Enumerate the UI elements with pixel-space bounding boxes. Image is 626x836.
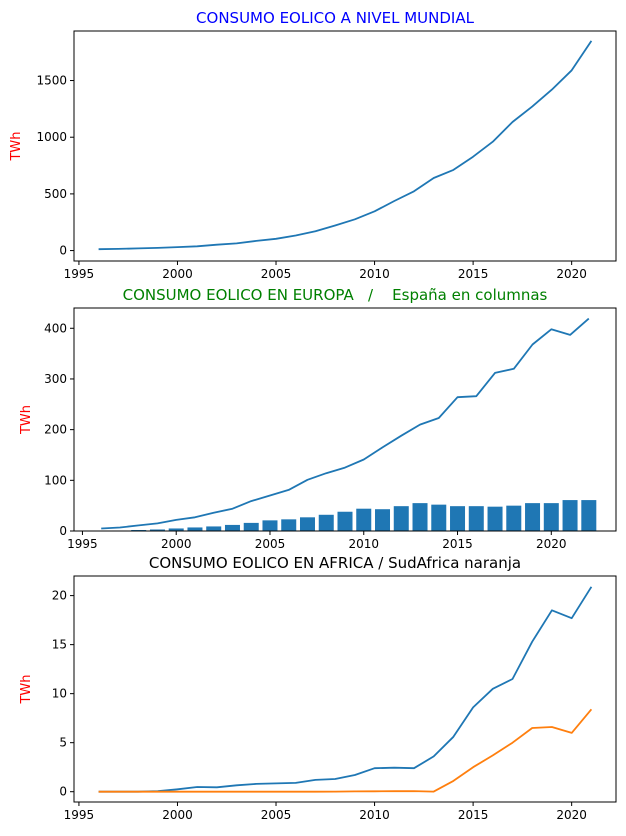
y-tick-label: 0: [59, 785, 67, 799]
bar: [224, 524, 240, 531]
y-tick-label: 0: [59, 524, 67, 538]
y-tick-label: 300: [44, 372, 67, 386]
bar: [243, 522, 259, 531]
y-tick-label: 1000: [36, 130, 67, 144]
x-tick-label: 2005: [261, 808, 292, 822]
y-tick-label: 400: [44, 321, 67, 335]
series-line-2: [101, 317, 590, 530]
bar: [281, 519, 297, 531]
axes-frame: [73, 307, 617, 532]
x-tick-label: 2010: [359, 267, 390, 281]
bar: [431, 504, 447, 531]
bar: [318, 514, 334, 531]
x-tick-label: 1995: [67, 537, 98, 551]
bar: [581, 500, 597, 531]
bar: [299, 517, 315, 531]
bar: [562, 500, 578, 531]
bar: [412, 503, 428, 531]
x-tick-label: 2005: [255, 537, 286, 551]
y-tick-label: 10: [52, 687, 67, 701]
chart-title: CONSUMO EOLICO A NIVEL MUNDIAL: [196, 9, 475, 27]
y-tick-label: 200: [44, 423, 67, 437]
x-tick-label: 2015: [458, 267, 489, 281]
x-tick-label: 2015: [442, 537, 473, 551]
y-tick-label: 1500: [36, 74, 67, 88]
bar: [262, 520, 278, 531]
axes-frame: [73, 575, 617, 803]
series-line-2: [98, 708, 593, 793]
subplot-2: 1995 2000 2005 2010 2015 2020 0 100 200 300 400 CON…: [19, 286, 617, 551]
y-tick-label: 20: [52, 589, 67, 603]
x-tick-label: 2020: [556, 267, 587, 281]
y-axis-label: TWh: [9, 131, 24, 161]
bar: [337, 511, 353, 531]
bar: [187, 527, 203, 531]
x-tick-label: 2020: [556, 808, 587, 822]
bar: [375, 509, 391, 531]
chart-title: CONSUMO EOLICO EN AFRICA / SudAfrica nar…: [149, 554, 521, 572]
y-axis-label: TWh: [19, 674, 34, 704]
y-tick-label: 5: [59, 736, 67, 750]
y-tick-label: 500: [44, 187, 67, 201]
bar: [149, 529, 165, 531]
y-axis-label: TWh: [19, 405, 34, 435]
series-line-1: [98, 40, 593, 251]
x-tick-label: 2010: [359, 808, 390, 822]
bar: [525, 503, 541, 531]
subplot-1: 1995 2000 2005 2010 2015 2020 0 500 1000 1500 CONS…: [9, 9, 617, 281]
bar: [356, 508, 372, 531]
y-tick-label: 0: [59, 244, 67, 258]
bar: [131, 529, 147, 531]
bar: [468, 506, 484, 531]
x-tick-label: 2000: [161, 537, 192, 551]
axes-frame: [73, 30, 617, 262]
y-tick-label: 15: [52, 638, 67, 652]
bar: [168, 528, 184, 531]
x-tick-label: 2000: [162, 267, 193, 281]
bar: [450, 506, 466, 531]
x-tick-label: 2015: [458, 808, 489, 822]
bar: [543, 503, 559, 531]
bar: [487, 506, 503, 531]
y-tick-label: 100: [44, 473, 67, 487]
bar: [206, 526, 222, 531]
chart-title: CONSUMO EOLICO EN EUROPA / España en col…: [123, 286, 548, 304]
x-tick-label: 2000: [162, 808, 193, 822]
x-tick-label: 1995: [64, 267, 95, 281]
x-tick-label: 2010: [348, 537, 379, 551]
x-tick-label: 1995: [64, 808, 95, 822]
subplot-3: 1995 2000 2005 2010 2015 2020 0 5 10 15 20 CONSUMO …: [19, 554, 617, 822]
bar: [506, 505, 522, 531]
series-line-1: [98, 586, 593, 793]
x-tick-label: 2020: [536, 537, 567, 551]
x-tick-label: 2005: [261, 267, 292, 281]
bar: [393, 506, 409, 531]
